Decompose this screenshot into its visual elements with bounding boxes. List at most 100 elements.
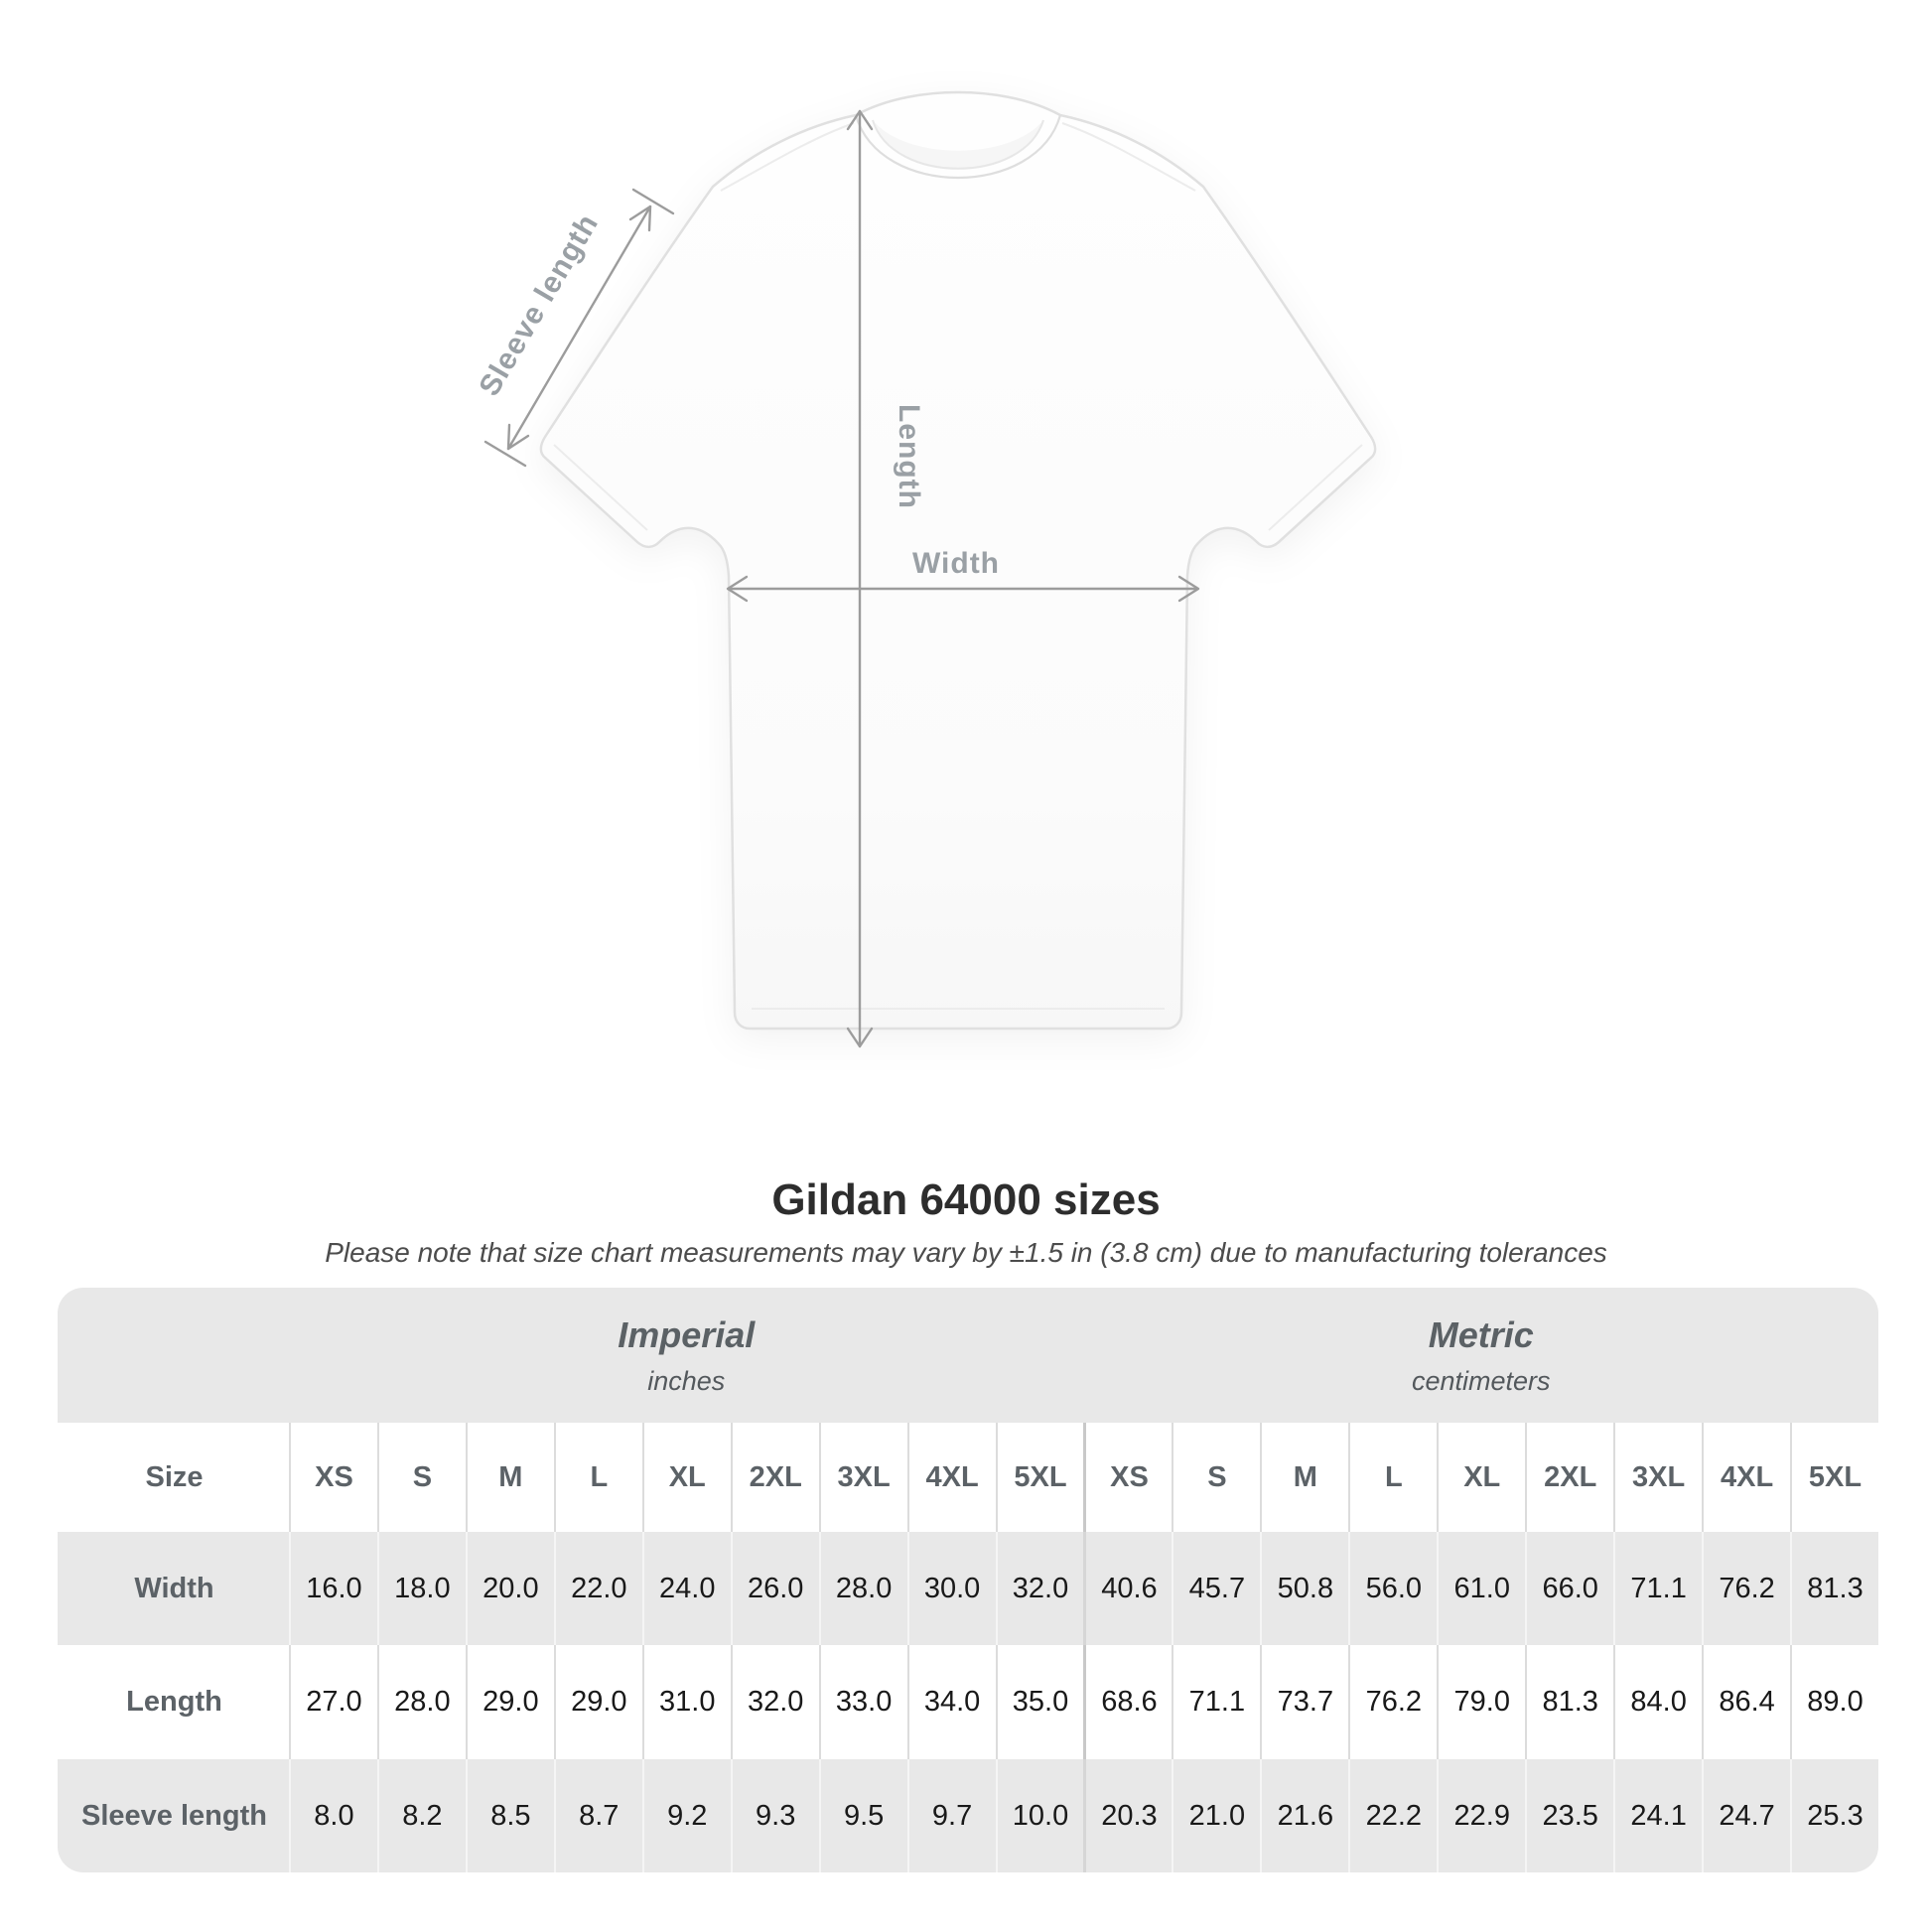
size-column-header: 5XL: [1790, 1423, 1878, 1532]
tolerance-note: Please note that size chart measurements…: [325, 1237, 1607, 1268]
size-column-header: L: [553, 1423, 642, 1532]
measurement-value-cell: 56.0: [1348, 1532, 1437, 1645]
size-column-header: 2XL: [1525, 1423, 1613, 1532]
measurement-value-cell: 45.7: [1172, 1532, 1260, 1645]
width-row: Width 16.0 18.0 20.0 22.0 24.0 26.0 28.0 30.0 32…: [58, 1532, 1878, 1645]
imperial-section-unit: inches: [647, 1365, 726, 1396]
size-header-row: Size XS S M L XL 2XL 3XL 4XL 5XL XS S M L XL 2XL 3XL 4XL…: [58, 1423, 1878, 1532]
size-column-header: XS: [1083, 1423, 1172, 1532]
size-column-header: L: [1348, 1423, 1437, 1532]
measurement-value-cell: 71.1: [1613, 1532, 1702, 1645]
row-label-sleeve-length: Sleeve length: [81, 1799, 267, 1832]
measurement-value-cell: 73.7: [1260, 1645, 1348, 1759]
tshirt-measurement-diagram: Sleeve length Length Width: [473, 90, 1377, 1048]
left-shoulder-seam: [720, 122, 855, 192]
sleeve-end-tick-top: [631, 188, 675, 215]
measurement-value-cell: 9.7: [906, 1759, 996, 1872]
measurement-value-cell: 8.0: [289, 1759, 377, 1872]
measurement-value-cell: 29.0: [553, 1645, 642, 1759]
measurement-value-cell: 71.1: [1172, 1645, 1260, 1759]
metric-section-header: Metric centimeters: [1084, 1288, 1879, 1423]
size-column-header: M: [1260, 1423, 1348, 1532]
size-table: Imperial inches Metric centimeters Size …: [58, 1288, 1878, 1872]
measurement-value-cell: 20.3: [1083, 1759, 1172, 1872]
measurement-value-cell: 20.0: [465, 1532, 554, 1645]
measurement-value-cell: 22.0: [553, 1532, 642, 1645]
measurement-value-cell: 9.5: [818, 1759, 907, 1872]
measurement-value-cell: 24.0: [641, 1532, 731, 1645]
measurement-value-cell: 81.3: [1525, 1645, 1613, 1759]
measurement-value-cell: 8.2: [376, 1759, 466, 1872]
measurement-value-cell: 18.0: [376, 1532, 466, 1645]
length-arrowhead-top: [846, 109, 874, 131]
sleeve-length-label: Sleeve length: [473, 208, 605, 402]
size-column-header: 4XL: [906, 1423, 996, 1532]
measurement-value-cell: 89.0: [1790, 1645, 1878, 1759]
metric-section-unit: centimeters: [1411, 1365, 1551, 1396]
size-column-header: S: [1172, 1423, 1260, 1532]
measurement-value-cell: 61.0: [1437, 1532, 1525, 1645]
measurement-value-cell: 34.0: [906, 1645, 996, 1759]
measurement-value-cell: 81.3: [1790, 1532, 1878, 1645]
measurement-value-cell: 76.2: [1702, 1532, 1790, 1645]
size-column-header: 5XL: [995, 1423, 1084, 1532]
measurement-value-cell: 10.0: [995, 1759, 1084, 1872]
size-column-header: 3XL: [1613, 1423, 1702, 1532]
sleeve-length-arrow: [506, 205, 652, 451]
measurement-value-cell: 79.0: [1437, 1645, 1525, 1759]
measurement-value-cell: 9.2: [641, 1759, 731, 1872]
measurement-value-cell: 68.6: [1083, 1645, 1172, 1759]
length-arrowhead-bottom: [846, 1027, 874, 1048]
left-cuff-seam: [553, 444, 648, 531]
collar-inner-seam: [872, 119, 1044, 170]
collar-shadow: [873, 120, 1043, 169]
tshirt-illustration: [539, 90, 1377, 1031]
measurement-value-cell: 16.0: [289, 1532, 377, 1645]
measurement-value-cell: 25.3: [1790, 1759, 1878, 1872]
size-column-header: XL: [1437, 1423, 1525, 1532]
measurement-value-cell: 21.0: [1172, 1759, 1260, 1872]
measurement-value-cell: 29.0: [465, 1645, 554, 1759]
right-shoulder-seam: [1061, 122, 1196, 192]
measurement-value-cell: 8.7: [553, 1759, 642, 1872]
length-label: Length: [893, 404, 925, 509]
length-row: Length 27.0 28.0 29.0 29.0 31.0 32.0 33.0 34.0 3…: [58, 1645, 1878, 1759]
measurement-value-cell: 76.2: [1348, 1645, 1437, 1759]
measurement-value-cell: 22.2: [1348, 1759, 1437, 1872]
width-arrowhead-left: [726, 575, 749, 603]
measurement-value-cell: 24.7: [1702, 1759, 1790, 1872]
measurement-value-cell: 22.9: [1437, 1759, 1525, 1872]
measurement-value-cell: 35.0: [995, 1645, 1084, 1759]
collar-outer-seam: [854, 114, 1062, 179]
sleeve-arrowhead-top: [628, 205, 652, 232]
measurement-value-cell: 30.0: [906, 1532, 996, 1645]
width-arrowhead-right: [1177, 575, 1200, 603]
sleeve-length-row: Sleeve length 8.0 8.2 8.5 8.7 9.2 9.3 9.5 9.7 10…: [58, 1759, 1878, 1872]
page-title: Gildan 64000 sizes: [771, 1175, 1161, 1224]
measurement-value-cell: 9.3: [730, 1759, 819, 1872]
width-label: Width: [912, 547, 1000, 580]
measurement-value-cell: 21.6: [1260, 1759, 1348, 1872]
measurement-value-cell: 26.0: [730, 1532, 819, 1645]
measurement-value-cell: 32.0: [730, 1645, 819, 1759]
measurement-value-cell: 28.0: [376, 1645, 466, 1759]
measurement-value-cell: 8.5: [465, 1759, 554, 1872]
unit-section-header-row: Imperial inches Metric centimeters: [58, 1288, 1878, 1423]
size-column-header: 2XL: [730, 1423, 819, 1532]
measurement-value-cell: 28.0: [818, 1532, 907, 1645]
measurement-value-cell: 23.5: [1525, 1759, 1613, 1872]
measurement-value-cell: 31.0: [641, 1645, 731, 1759]
imperial-section-label: Imperial: [618, 1313, 756, 1355]
row-label-width: Width: [134, 1572, 214, 1604]
measurement-value-cell: 33.0: [818, 1645, 907, 1759]
imperial-section-header: Imperial inches: [289, 1288, 1084, 1423]
size-column-header: 4XL: [1702, 1423, 1790, 1532]
right-cuff-seam: [1268, 444, 1363, 531]
measurement-value-cell: 40.6: [1083, 1532, 1172, 1645]
sleeve-end-tick-bottom: [483, 440, 527, 468]
metric-section-label: Metric: [1428, 1313, 1534, 1355]
size-column-header: M: [465, 1423, 554, 1532]
size-column-header: S: [376, 1423, 466, 1532]
size-column-header: XS: [289, 1423, 377, 1532]
